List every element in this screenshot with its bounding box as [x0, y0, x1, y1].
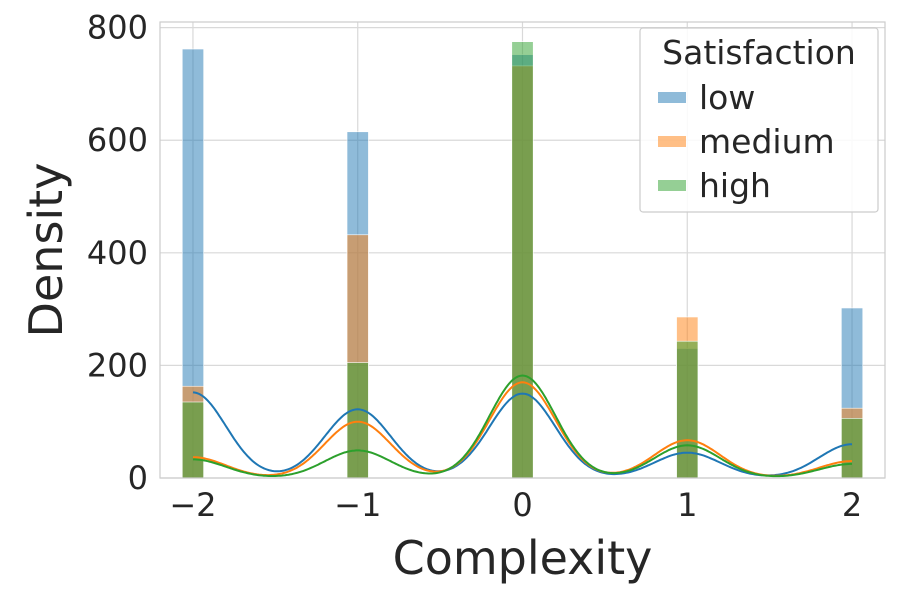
plot-frame [159, 21, 886, 479]
kde-line-high [193, 374, 852, 478]
bar-high [346, 362, 369, 479]
bar-high [841, 418, 864, 479]
legend-swatch-low [658, 92, 686, 103]
y-tick-labels: 0 200 400 600 800 [87, 9, 148, 497]
kde-line-low [192, 391, 853, 477]
y-tick-label: 600 [87, 121, 148, 159]
x-tick-label: 2 [842, 486, 862, 524]
legend-label-low: low [699, 78, 755, 117]
x-tick-label: 0 [512, 486, 532, 524]
legend-box [639, 27, 879, 213]
y-tick-label: 800 [87, 9, 148, 47]
histogram-bars [181, 41, 864, 479]
legend-swatch-medium [658, 136, 686, 147]
legend-label-high: high [699, 166, 771, 205]
kde-curves [192, 374, 853, 478]
legend-label-medium: medium [699, 122, 835, 161]
y-tick-label: 0 [128, 459, 148, 497]
x-tick-label: 1 [677, 486, 697, 524]
x-tick-label: −2 [169, 486, 216, 524]
kde-line-medium [193, 381, 852, 477]
x-tick-labels: −2 −1 0 1 2 [169, 486, 862, 524]
y-tick-label: 400 [87, 234, 148, 272]
legend-swatch-high [658, 180, 686, 191]
x-tick-label: −1 [334, 486, 381, 524]
legend-title: Satisfaction [662, 33, 856, 72]
y-axis-label: Density [19, 163, 73, 338]
bar-high [511, 41, 534, 479]
x-axis-label: Complexity [393, 531, 653, 585]
legend: Satisfaction low medium high [639, 27, 879, 213]
y-tick-label: 200 [87, 346, 148, 384]
bar-high [676, 340, 699, 479]
bar-high [181, 401, 204, 479]
